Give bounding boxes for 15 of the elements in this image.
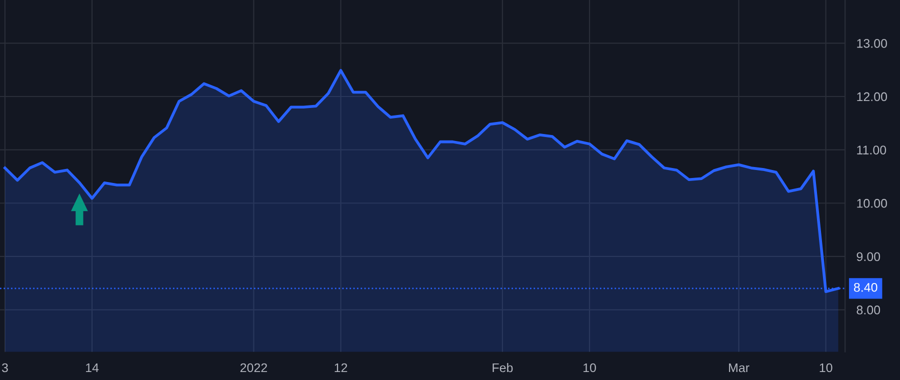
y-tick-label: 9.00 bbox=[856, 252, 880, 262]
x-tick-label: 3 bbox=[2, 363, 8, 372]
y-tick-label: 10.00 bbox=[857, 198, 888, 208]
x-tick-label: Feb bbox=[492, 362, 513, 372]
x-tick-label: 12 bbox=[334, 363, 348, 372]
ref-line-label: 8.40 bbox=[854, 282, 878, 292]
x-tick-label: 10 bbox=[584, 363, 596, 372]
y-tick-label: 12.00 bbox=[857, 92, 888, 102]
x-tick-label: Mar bbox=[729, 363, 750, 372]
x-tick-label: 14 bbox=[86, 363, 99, 372]
y-tick-label: 11.00 bbox=[857, 146, 886, 154]
y-tick-label: 8.00 bbox=[856, 306, 880, 314]
x-tick-label: 10 bbox=[820, 363, 832, 372]
y-tick-label: 13.00 bbox=[857, 38, 888, 48]
x-tick-label: 2022 bbox=[240, 363, 267, 372]
